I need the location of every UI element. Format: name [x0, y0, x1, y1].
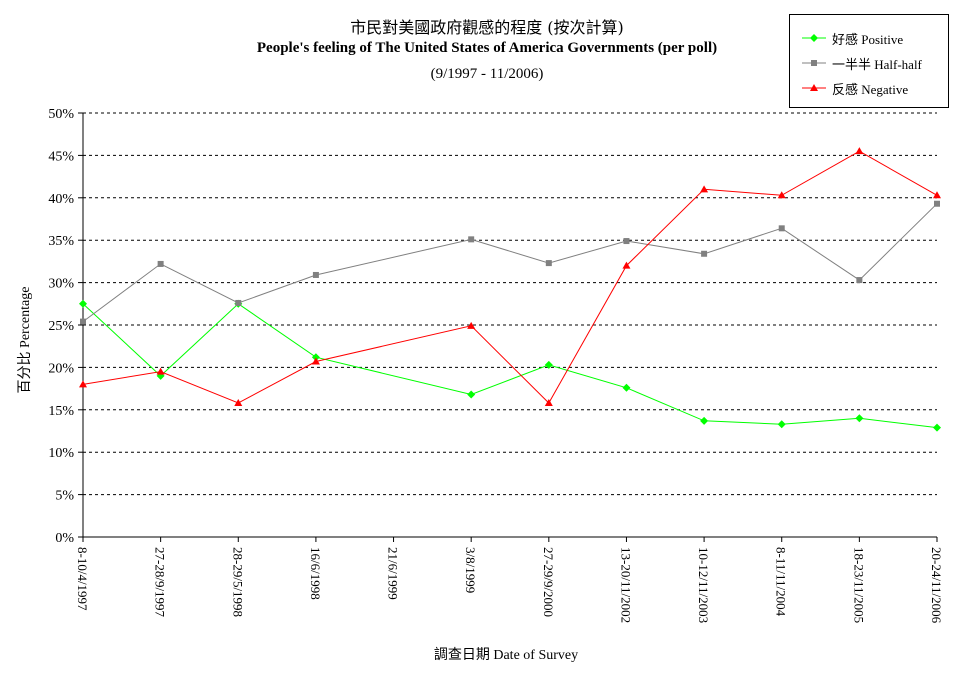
x-tick-label: 8-10/4/1997: [75, 547, 90, 611]
chart-legend: 好感 Positive 一半半 Half-half 反感 Negative: [789, 14, 949, 108]
series-line-0: [82, 303, 938, 429]
data-point-negative: [855, 147, 864, 155]
data-point-negative: [156, 367, 165, 375]
data-point-half-half: [623, 238, 630, 245]
chart-title: 市民對美國政府觀感的程度 (按次計算): [350, 18, 624, 37]
data-point-negative: [777, 191, 786, 199]
data-point-half-half: [856, 277, 863, 284]
data-point-positive: [700, 416, 709, 425]
legend-swatch-negative: [802, 84, 826, 91]
data-point-half-half: [235, 299, 242, 306]
y-tick-label: 35%: [48, 234, 74, 249]
data-point-negative: [544, 399, 553, 407]
y-tick-label: 50%: [48, 107, 74, 122]
y-tick-label: 45%: [48, 149, 74, 164]
legend-item-positive: 好感 Positive: [800, 28, 903, 48]
y-tick-label: 40%: [48, 192, 74, 207]
x-tick-label: 13-20/11/2002: [618, 547, 633, 623]
data-point-negative: [622, 261, 631, 269]
data-point-positive: [777, 420, 786, 429]
data-point-half-half: [312, 271, 319, 278]
series-line-1: [82, 203, 938, 323]
x-tick-label: 3/8/1999: [463, 547, 478, 593]
y-tick-label: 20%: [48, 361, 74, 376]
data-point-negative: [467, 321, 476, 329]
x-axis-label: 調查日期 Date of Survey: [433, 648, 579, 663]
data-point-half-half: [778, 225, 785, 232]
data-point-negative: [933, 191, 941, 199]
data-point-half-half: [701, 250, 708, 257]
data-point-half-half: [157, 260, 164, 267]
data-point-negative: [234, 399, 243, 407]
x-tick-label: 8-11/11/2004: [774, 547, 789, 617]
y-tick-label: 0%: [55, 531, 74, 546]
x-tick-label: 27-29/9/2000: [541, 547, 556, 617]
x-tick-label: 21/6/1999: [386, 547, 401, 600]
data-point-positive: [311, 353, 320, 362]
legend-item-negative: 反感 Negative: [800, 78, 908, 98]
y-axis-label: 百分比 Percentage: [18, 286, 33, 394]
data-point-half-half: [934, 200, 940, 207]
legend-swatch-positive: [802, 34, 826, 42]
data-point-half-half: [545, 260, 552, 267]
data-point-positive: [855, 414, 864, 423]
x-tick-label: 27-28/9/1997: [153, 547, 168, 618]
data-point-half-half: [468, 236, 475, 243]
x-tick-label: 16/6/1998: [308, 547, 323, 600]
y-tick-label: 15%: [48, 404, 74, 419]
y-tick-label: 5%: [55, 489, 74, 504]
y-tick-label: 30%: [48, 277, 74, 292]
x-tick-label: 18-23/11/2005: [851, 547, 866, 623]
x-tick-label: 28-29/5/1998: [230, 547, 245, 617]
y-tick-label: 10%: [48, 446, 74, 461]
legend-item-half-half: 一半半 Half-half: [800, 53, 922, 73]
series-line-2: [82, 150, 938, 404]
chart-period: (9/1997 - 11/2006): [430, 66, 544, 82]
legend-label-negative: 反感 Negative: [832, 81, 909, 97]
data-point-negative: [311, 357, 320, 365]
data-point-positive: [467, 390, 476, 399]
legend-label-half-half: 一半半 Half-half: [832, 56, 922, 72]
data-point-negative: [79, 380, 87, 388]
legend-label-positive: 好感 Positive: [832, 31, 904, 47]
data-point-half-half: [80, 318, 86, 325]
data-point-positive: [544, 360, 553, 369]
y-tick-label: 25%: [48, 319, 74, 334]
chart-subtitle: People's feeling of The United States of…: [256, 40, 718, 56]
data-point-positive: [79, 299, 87, 308]
data-point-negative: [700, 185, 709, 193]
x-tick-label: 20-24/11/2006: [929, 547, 944, 624]
legend-swatch-half-half: [802, 60, 826, 66]
data-point-positive: [933, 423, 941, 432]
data-point-positive: [622, 383, 631, 392]
x-tick-label: 10-12/11/2003: [696, 547, 711, 623]
